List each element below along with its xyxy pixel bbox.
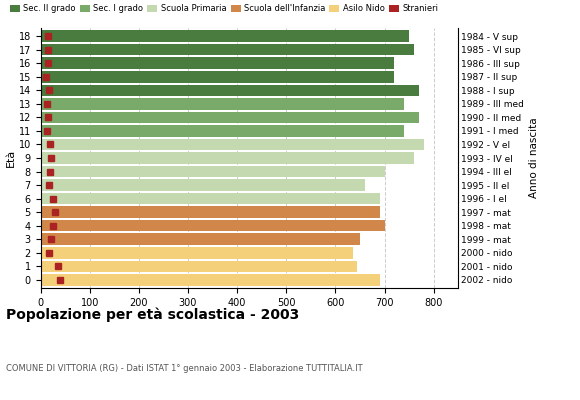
Bar [41,260,357,272]
Bar [41,274,379,286]
Bar [41,166,385,177]
Bar [41,98,404,110]
Bar [41,139,424,150]
Bar [41,206,379,218]
Bar [41,30,409,42]
Bar [41,44,414,56]
Bar [41,179,365,191]
Bar [41,247,353,258]
Bar [41,234,360,245]
Y-axis label: Età: Età [6,149,16,167]
Bar [41,125,404,137]
Bar [41,193,379,204]
Bar [41,84,419,96]
Bar [41,58,394,69]
Y-axis label: Anno di nascita: Anno di nascita [530,118,539,198]
Legend: Sec. II grado, Sec. I grado, Scuola Primaria, Scuola dell'Infanzia, Asilo Nido, : Sec. II grado, Sec. I grado, Scuola Prim… [10,4,438,13]
Bar [41,112,419,123]
Bar [41,152,414,164]
Text: COMUNE DI VITTORIA (RG) - Dati ISTAT 1° gennaio 2003 - Elaborazione TUTTITALIA.I: COMUNE DI VITTORIA (RG) - Dati ISTAT 1° … [6,364,362,373]
Bar [41,220,385,232]
Bar [41,71,394,82]
Text: Popolazione per età scolastica - 2003: Popolazione per età scolastica - 2003 [6,308,299,322]
